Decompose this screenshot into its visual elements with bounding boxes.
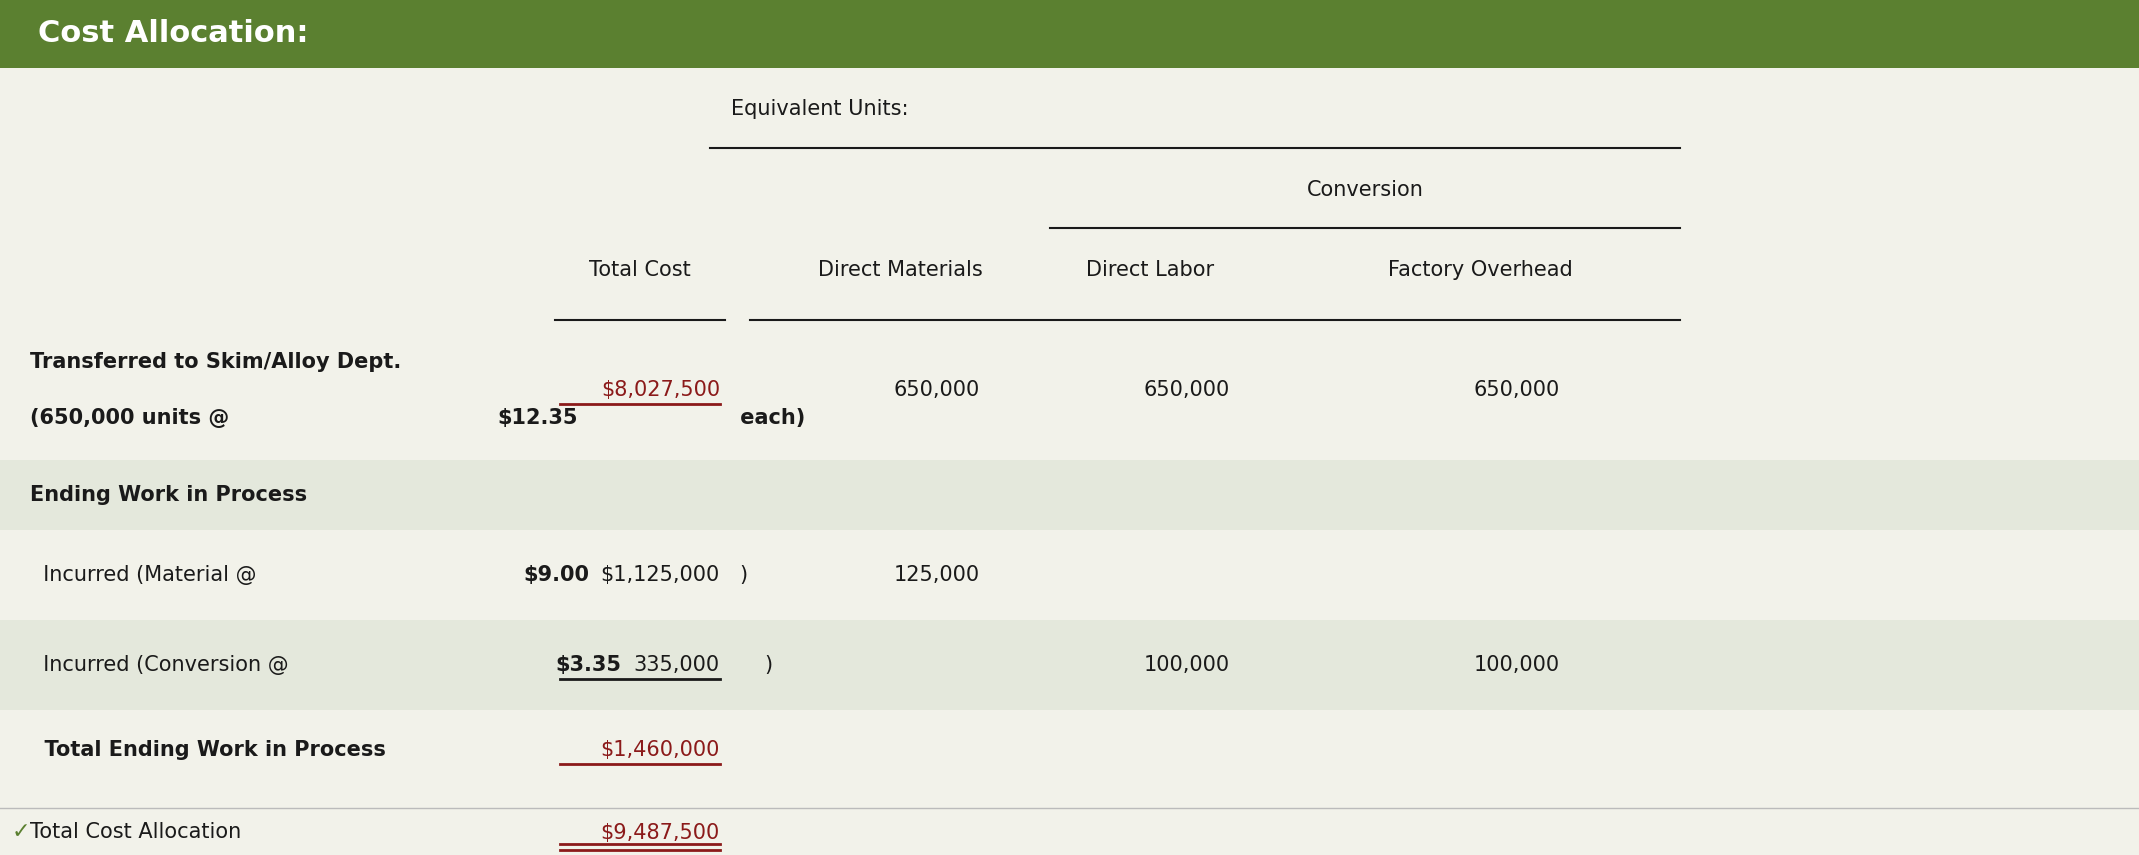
- Text: 125,000: 125,000: [894, 565, 980, 585]
- Bar: [0, 710, 2139, 790]
- Text: Direct Materials: Direct Materials: [817, 260, 982, 280]
- Text: 650,000: 650,000: [894, 380, 980, 400]
- Text: Total Cost: Total Cost: [588, 260, 691, 280]
- Text: $12.35: $12.35: [496, 408, 578, 428]
- Text: $9.00: $9.00: [524, 565, 590, 585]
- Text: Incurred (Conversion @: Incurred (Conversion @: [30, 655, 295, 675]
- Text: Ending Work in Process: Ending Work in Process: [30, 485, 308, 505]
- Text: 335,000: 335,000: [633, 655, 721, 675]
- Bar: [0, 460, 2139, 530]
- Text: Factory Overhead: Factory Overhead: [1388, 260, 1572, 280]
- Text: Cost Allocation:: Cost Allocation:: [39, 20, 308, 49]
- Bar: [0, 320, 2139, 460]
- Bar: [0, 530, 2139, 620]
- Bar: [0, 0, 2139, 68]
- Text: Equivalent Units:: Equivalent Units:: [732, 99, 909, 119]
- Text: Total Ending Work in Process: Total Ending Work in Process: [30, 740, 385, 760]
- Text: ✓: ✓: [13, 823, 30, 842]
- Bar: [0, 620, 2139, 710]
- Text: ): ): [764, 655, 772, 675]
- Text: each): each): [734, 408, 806, 428]
- Text: Incurred (Material @: Incurred (Material @: [30, 565, 263, 585]
- Text: 650,000: 650,000: [1474, 380, 1559, 400]
- Text: $9,487,500: $9,487,500: [601, 823, 721, 842]
- Text: $3.35: $3.35: [556, 655, 622, 675]
- Text: 100,000: 100,000: [1144, 655, 1230, 675]
- Text: ): ): [740, 565, 747, 585]
- Text: $1,460,000: $1,460,000: [601, 740, 721, 760]
- Text: Transferred to Skim/Alloy Dept.: Transferred to Skim/Alloy Dept.: [30, 352, 402, 372]
- Text: 100,000: 100,000: [1474, 655, 1559, 675]
- Text: Direct Labor: Direct Labor: [1087, 260, 1215, 280]
- Text: (650,000 units @: (650,000 units @: [30, 408, 237, 428]
- Text: $1,125,000: $1,125,000: [601, 565, 721, 585]
- Bar: [0, 810, 2139, 855]
- Text: $8,027,500: $8,027,500: [601, 380, 721, 400]
- Text: Conversion: Conversion: [1307, 180, 1422, 200]
- Text: 650,000: 650,000: [1144, 380, 1230, 400]
- Text: Total Cost Allocation: Total Cost Allocation: [30, 823, 242, 842]
